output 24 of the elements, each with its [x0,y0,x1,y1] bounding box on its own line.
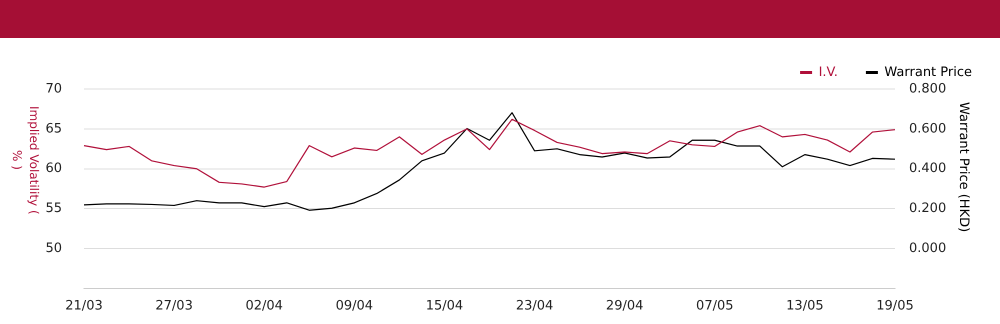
x-tick-label: 23/04 [516,298,554,314]
legend-label: Warrant Price [884,64,972,80]
y2-tick-label: 0.000 [909,240,946,256]
y-tick-label: 55 [45,201,62,216]
x-tick-label: 15/04 [426,298,464,314]
y2-tick-label: 0.200 [909,201,946,216]
x-tick-label: 27/03 [155,298,193,314]
x-tick-label: 09/04 [336,298,374,314]
y-tick-label: 50 [45,240,62,256]
y-tick-label: 70 [45,81,62,96]
x-tick-label: 07/05 [696,298,734,314]
legend-label: I.V. [818,64,838,80]
y-axis-title: Implied Volatility ( % ) [9,104,42,216]
x-tick-label: 13/05 [786,298,824,314]
x-tick-label: 19/05 [876,298,914,314]
y-tick-label: 60 [45,161,62,176]
x-tick-label: 02/04 [245,298,283,314]
y2-tick-label: 0.400 [909,161,946,176]
y-tick-label: 65 [45,121,62,136]
x-tick-label: 21/03 [65,298,103,314]
y2-axis-title: Warrant Price (HKD) [955,101,972,235]
y2-tick-label: 0.600 [909,121,946,136]
x-tick-label: 29/04 [606,298,644,314]
y2-tick-label: 0.800 [909,81,946,96]
